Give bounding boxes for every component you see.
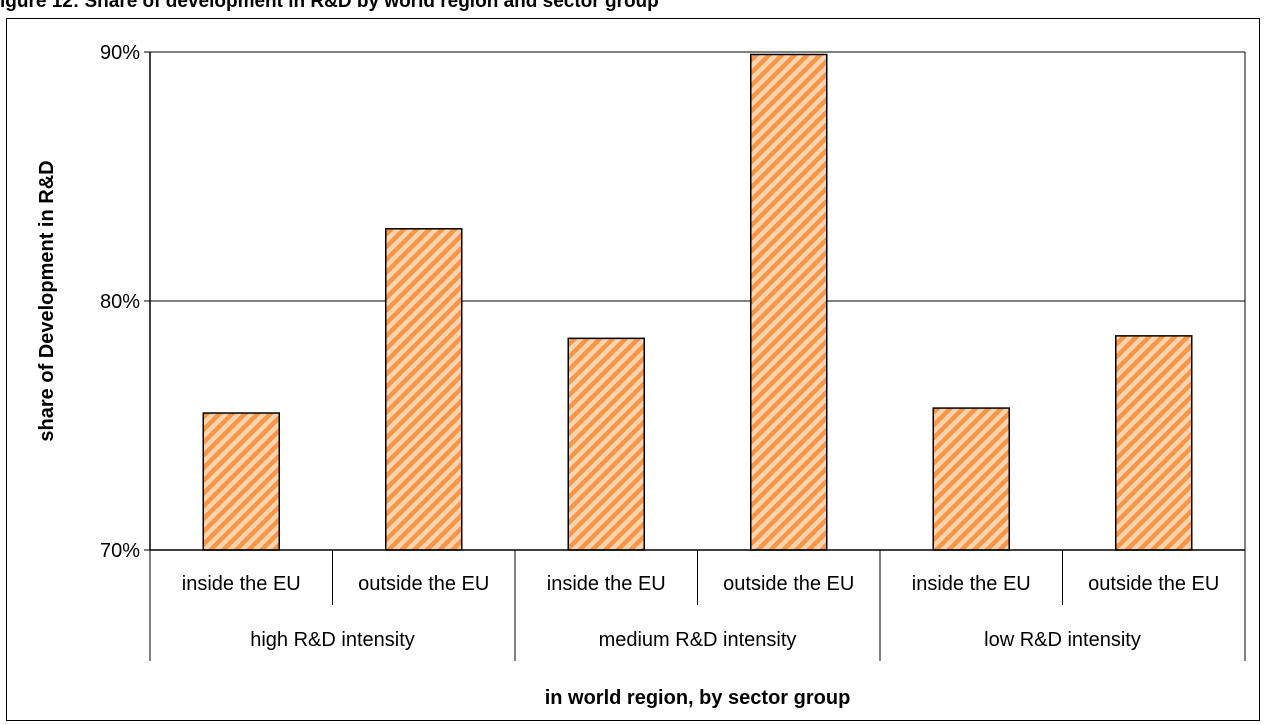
bar — [1115, 335, 1193, 551]
bar — [567, 337, 645, 551]
bar — [202, 412, 280, 551]
y-tick-label: 90% — [100, 42, 140, 64]
y-axis-title: share of Development in R&D — [36, 160, 58, 441]
figure-title: igure 12: Share of development in R&D by… — [0, 0, 659, 11]
gridlines — [150, 51, 1245, 551]
x-category-label: inside the EU — [547, 573, 666, 595]
x-axis-title: in world region, by sector group — [545, 687, 851, 709]
bars — [202, 53, 1193, 551]
x-category-label: inside the EU — [912, 573, 1031, 595]
axis-labels: 70% 80% 90% inside the EU outside the EU insi… — [36, 42, 1219, 709]
bar — [932, 407, 1010, 551]
x-group-label: high R&D intensity — [250, 629, 415, 651]
axes — [144, 51, 1246, 661]
x-category-label: outside the EU — [358, 573, 489, 595]
bar — [385, 228, 463, 551]
x-category-label: outside the EU — [1088, 573, 1219, 595]
bar — [750, 53, 828, 551]
y-tick-label: 70% — [100, 540, 140, 562]
x-group-label: low R&D intensity — [984, 629, 1141, 651]
x-category-label: inside the EU — [182, 573, 301, 595]
x-group-label: medium R&D intensity — [599, 629, 797, 651]
y-tick-label: 80% — [100, 291, 140, 313]
x-category-label: outside the EU — [723, 573, 854, 595]
chart-frame — [6, 18, 1260, 721]
